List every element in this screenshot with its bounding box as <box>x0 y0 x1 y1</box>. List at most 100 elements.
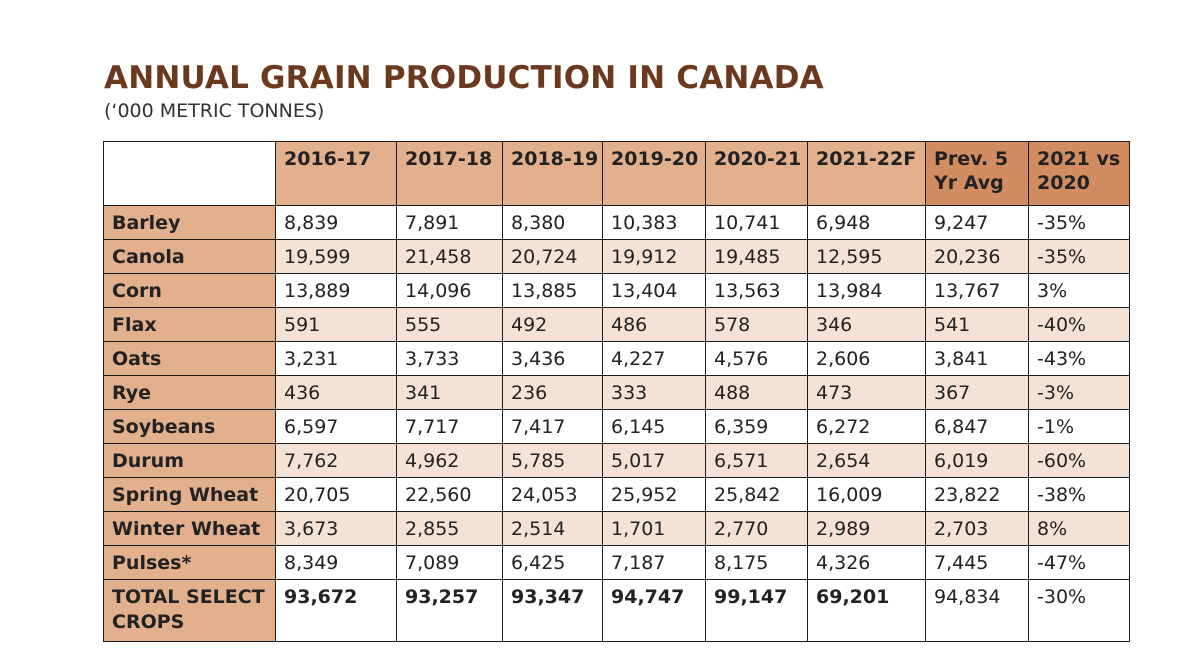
table-cell: 10,741 <box>705 205 808 240</box>
table-cell: -35% <box>1028 205 1130 240</box>
table-cell: -60% <box>1028 443 1130 478</box>
table-cell: 6,425 <box>502 545 603 580</box>
table-cell: 591 <box>275 307 397 342</box>
table-cell: 486 <box>602 307 706 342</box>
table-cell: 3,436 <box>502 341 603 376</box>
table-cell: 341 <box>396 375 503 410</box>
row-label: Canola <box>103 239 276 274</box>
column-header: Prev. 5 Yr Avg <box>925 141 1029 206</box>
table-cell: 13,984 <box>807 273 926 308</box>
table-cell: 20,236 <box>925 239 1029 274</box>
table-cell: -40% <box>1028 307 1130 342</box>
column-header: 2020-21 <box>705 141 808 206</box>
column-header: 2016-17 <box>275 141 397 206</box>
table-cell: 8,175 <box>705 545 808 580</box>
table-row: Spring Wheat 20,705 22,560 24,053 25,952 25,8… <box>103 477 1130 512</box>
table-cell: 22,560 <box>396 477 503 512</box>
table-cell: 20,724 <box>502 239 603 274</box>
table-row: Flax 591 555 492 486 578 346 541 -40% <box>103 307 1130 342</box>
total-row: TOTAL SELECT CROPS 93,672 93,257 93,347 94,7… <box>103 579 1130 642</box>
table-cell: 6,019 <box>925 443 1029 478</box>
table-cell: 488 <box>705 375 808 410</box>
table-row: Canola 19,599 21,458 20,724 19,912 19,485 12,5… <box>103 239 1130 274</box>
table-cell: 2,855 <box>396 511 503 546</box>
table-cell: 2,703 <box>925 511 1029 546</box>
table-cell: 492 <box>502 307 603 342</box>
column-header: 2018-19 <box>502 141 603 206</box>
table-cell: 2,606 <box>807 341 926 376</box>
table-cell: 14,096 <box>396 273 503 308</box>
table-cell: 19,912 <box>602 239 706 274</box>
table-cell: 4,326 <box>807 545 926 580</box>
table-body: Barley 8,839 7,891 8,380 10,383 10,741 6,948 9,… <box>103 205 1130 642</box>
table-cell: -3% <box>1028 375 1130 410</box>
table-cell: 16,009 <box>807 477 926 512</box>
table-cell: 7,187 <box>602 545 706 580</box>
table-cell: 555 <box>396 307 503 342</box>
total-cell: 94,747 <box>602 579 706 642</box>
table-cell: 3,231 <box>275 341 397 376</box>
table-cell: 2,514 <box>502 511 603 546</box>
table-cell: 541 <box>925 307 1029 342</box>
table-cell: 4,227 <box>602 341 706 376</box>
header-row: 2016-17 2017-18 2018-19 2019-20 2020-21 … <box>103 141 1130 206</box>
table-cell: -47% <box>1028 545 1130 580</box>
table-cell: 5,785 <box>502 443 603 478</box>
total-cell: -30% <box>1028 579 1130 642</box>
column-header: 2021 vs 2020 <box>1028 141 1130 206</box>
row-label: Winter Wheat <box>103 511 276 546</box>
table-row: Corn 13,889 14,096 13,885 13,404 13,563 13,984… <box>103 273 1130 308</box>
table-cell: 3% <box>1028 273 1130 308</box>
row-label: Rye <box>103 375 276 410</box>
table-cell: 6,272 <box>807 409 926 444</box>
table-cell: 6,597 <box>275 409 397 444</box>
table-row: Rye 436 341 236 333 488 473 367 -3% <box>103 375 1130 410</box>
table-cell: 12,595 <box>807 239 926 274</box>
table-cell: 2,770 <box>705 511 808 546</box>
header-corner-cell <box>103 141 276 206</box>
table-row: Barley 8,839 7,891 8,380 10,383 10,741 6,948 9,… <box>103 205 1130 240</box>
table-cell: 7,089 <box>396 545 503 580</box>
table-cell: 8% <box>1028 511 1130 546</box>
grain-production-table: 2016-17 2017-18 2018-19 2019-20 2020-21 … <box>103 141 1130 642</box>
table-cell: 3,673 <box>275 511 397 546</box>
table-cell: -1% <box>1028 409 1130 444</box>
row-label: Flax <box>103 307 276 342</box>
table-cell: 367 <box>925 375 1029 410</box>
row-label: Corn <box>103 273 276 308</box>
table-cell: 24,053 <box>502 477 603 512</box>
table-cell: 3,733 <box>396 341 503 376</box>
table-row: Soybeans 6,597 7,717 7,417 6,145 6,359 6,272 6,… <box>103 409 1130 444</box>
table-row: Pulses* 8,349 7,089 6,425 7,187 8,175 4,326 7,4… <box>103 545 1130 580</box>
table-cell: 6,359 <box>705 409 808 444</box>
table-cell: 578 <box>705 307 808 342</box>
table-cell: 25,952 <box>602 477 706 512</box>
table-cell: 25,842 <box>705 477 808 512</box>
table-cell: 13,404 <box>602 273 706 308</box>
table-row: Winter Wheat 3,673 2,855 2,514 1,701 2,770 2,9… <box>103 511 1130 546</box>
table-cell: 9,247 <box>925 205 1029 240</box>
table-cell: 8,839 <box>275 205 397 240</box>
table-cell: 8,380 <box>502 205 603 240</box>
table-cell: 10,383 <box>602 205 706 240</box>
row-label: Spring Wheat <box>103 477 276 512</box>
chart-subtitle: (‘000 METRIC TONNES) <box>104 100 325 122</box>
total-cell: 69,201 <box>807 579 926 642</box>
table-cell: 20,705 <box>275 477 397 512</box>
table-cell: 236 <box>502 375 603 410</box>
table-cell: 3,841 <box>925 341 1029 376</box>
chart-title: ANNUAL GRAIN PRODUCTION IN CANADA <box>104 60 824 96</box>
table-cell: 13,889 <box>275 273 397 308</box>
column-header: 2019-20 <box>602 141 706 206</box>
table-cell: -43% <box>1028 341 1130 376</box>
total-cell: 94,834 <box>925 579 1029 642</box>
table-cell: 473 <box>807 375 926 410</box>
table-cell: 436 <box>275 375 397 410</box>
row-label: Pulses* <box>103 545 276 580</box>
table-cell: 13,885 <box>502 273 603 308</box>
table-cell: 6,145 <box>602 409 706 444</box>
table-cell: 2,654 <box>807 443 926 478</box>
row-label: Oats <box>103 341 276 376</box>
table-cell: 4,576 <box>705 341 808 376</box>
table-cell: 6,847 <box>925 409 1029 444</box>
